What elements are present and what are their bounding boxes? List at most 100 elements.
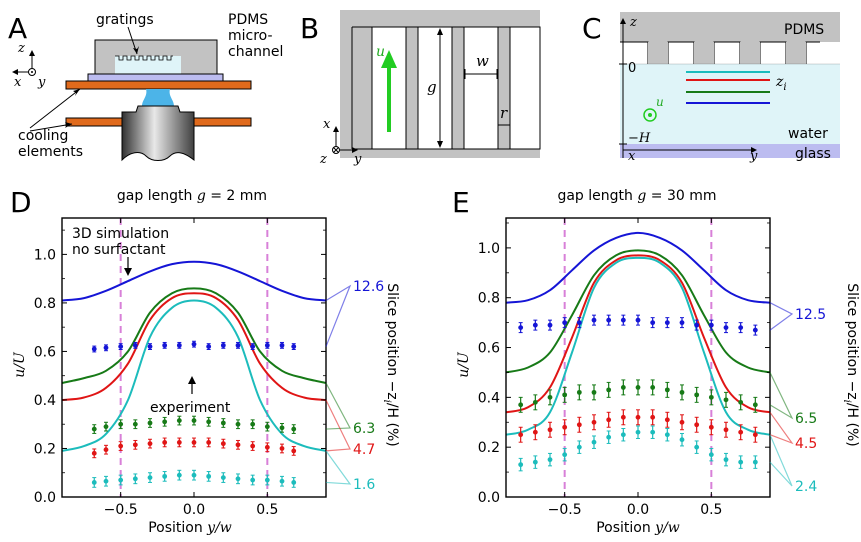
data-point [264, 424, 270, 430]
data-point [162, 342, 168, 348]
panel-e-letter: E [452, 186, 470, 219]
data-point [191, 440, 197, 445]
slice-leader-green [325, 382, 351, 430]
data-point [752, 402, 758, 408]
data-point [176, 440, 182, 445]
pdms-microchannel-label-3: channel [228, 44, 283, 60]
data-point [664, 387, 670, 393]
svg-text:x: x [323, 117, 331, 132]
w-dimension-label: w [476, 52, 489, 70]
panel-c-letter: C [582, 12, 602, 45]
data-point [620, 317, 626, 323]
data-point [250, 477, 256, 483]
panel-c-cross-section: C PDMS water glass zi u z 0 −H x y [582, 12, 840, 164]
data-point [118, 344, 124, 349]
slice-leader-blue [769, 302, 794, 331]
data-point [103, 424, 109, 430]
x-tick-label: −0.5 [548, 502, 582, 518]
glass-slide [87, 73, 224, 82]
data-point [206, 344, 212, 349]
data-point [635, 384, 641, 390]
data-point [235, 442, 241, 448]
data-point [206, 440, 212, 445]
data-point [220, 475, 226, 480]
chart-d-ylabel: u/U [12, 351, 28, 378]
data-point [264, 477, 270, 483]
experiment-series-green [518, 379, 758, 413]
data-point [752, 432, 758, 438]
data-point [91, 450, 97, 456]
annotation-simulation-1: 3D simulation [72, 226, 169, 242]
data-point [235, 421, 241, 427]
data-point [291, 448, 297, 454]
cooling-label-1: cooling [18, 128, 68, 144]
data-point [694, 444, 700, 450]
immersion-drop [142, 89, 174, 106]
data-point [635, 414, 641, 420]
y-tick-label: 0.6 [34, 344, 56, 360]
data-point [723, 457, 729, 463]
simulation-curve-green [505, 249, 771, 374]
glass-label: glass [795, 146, 831, 162]
cooling-element-top [65, 80, 252, 90]
annotation-experiment: experiment [150, 400, 231, 416]
slice-leader-blue [325, 284, 352, 347]
panel-e-chart: E gap length g = 30 mm −0.5 0.0 0.5 0.0 0.2 0… [452, 186, 860, 536]
data-point [132, 421, 138, 427]
experiment-series-green [91, 415, 297, 434]
y-tick-label: 0.0 [34, 490, 56, 506]
x-tick-label: 0.0 [627, 502, 649, 518]
simulation-curve-red [61, 292, 327, 401]
data-point [679, 437, 685, 443]
data-point [291, 344, 297, 349]
panel-a-schematic: A gratings PDMS micro- channe [8, 12, 283, 162]
data-point [591, 389, 597, 395]
data-point [591, 317, 597, 323]
data-point [103, 447, 109, 453]
svg-text:x: x [628, 149, 636, 164]
svg-text:u: u [656, 95, 664, 109]
data-point [694, 422, 700, 428]
slice-position-label-blue: 12.5 [795, 307, 826, 323]
glass-region [620, 144, 840, 158]
data-point [235, 342, 241, 348]
chart-e-xlabel: Position y/w [596, 520, 680, 536]
experiment-series-cyan [518, 425, 758, 472]
y-tick-label: 0.8 [478, 291, 500, 307]
gratings-pattern [115, 55, 181, 74]
data-point [279, 478, 285, 484]
data-point [576, 320, 582, 326]
simulation-curve-blue [61, 260, 327, 302]
flow-u-label: u [376, 44, 385, 60]
svg-text:0: 0 [628, 61, 636, 76]
slice-position-label-cyan: 2.4 [795, 479, 817, 495]
flow-out-of-plane-icon [643, 108, 657, 122]
data-point [664, 417, 670, 423]
data-point [206, 473, 212, 479]
data-point [723, 325, 729, 331]
cooling-label-2: elements [18, 144, 83, 160]
chart-e-right-label: Slice position −zi/H (%) [841, 283, 860, 447]
data-point [132, 442, 138, 448]
slice-position-label-red: 4.5 [795, 436, 817, 452]
data-point [562, 424, 568, 430]
y-tick-label: 0.6 [478, 341, 500, 357]
pdms-label: PDMS [784, 22, 824, 38]
data-point [147, 344, 153, 349]
data-point [635, 429, 641, 435]
data-point [547, 427, 553, 433]
data-point [562, 452, 568, 458]
svg-text:y: y [749, 149, 758, 164]
slice-leader-red [769, 411, 794, 445]
x-tick-label: 0.5 [256, 502, 278, 518]
simulation-curve-cyan [505, 256, 771, 436]
data-point [220, 342, 226, 348]
data-point [532, 322, 538, 328]
experiment-series-blue [91, 340, 297, 353]
data-point [91, 426, 97, 432]
data-point [591, 419, 597, 425]
data-point [279, 425, 285, 431]
data-point [206, 419, 212, 425]
chart-d-xlabel: Position y/w [148, 520, 232, 536]
data-point [279, 446, 285, 451]
